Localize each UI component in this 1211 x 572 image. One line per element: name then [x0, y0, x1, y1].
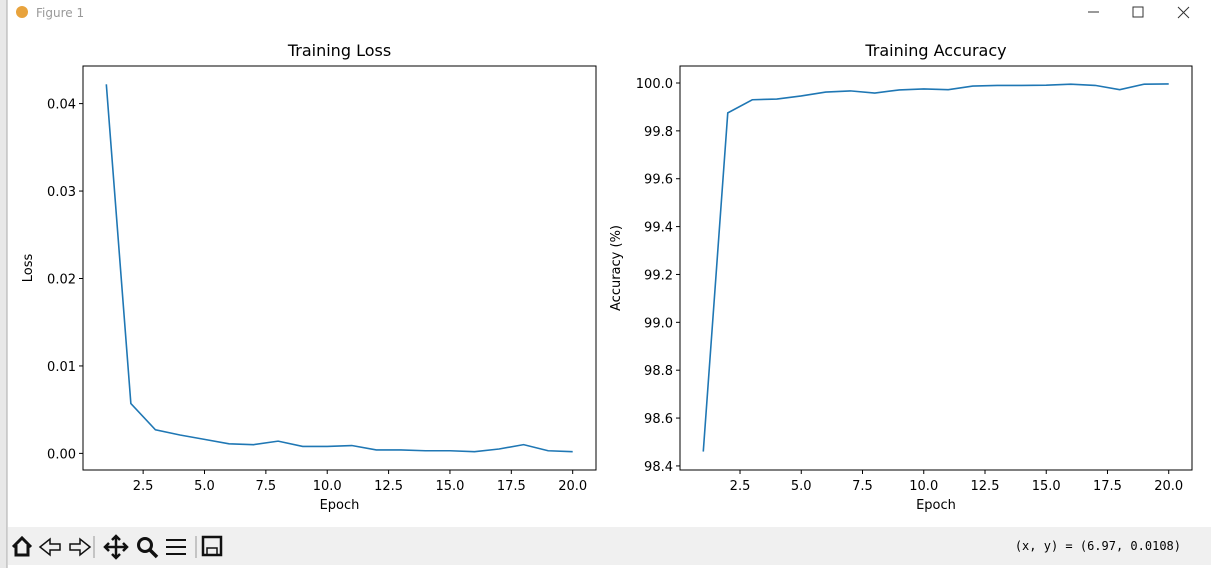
x-tick-label: 17.5 — [1093, 479, 1122, 494]
y-tick-label: 0.00 — [47, 447, 76, 462]
x-tick-label: 15.0 — [1032, 479, 1061, 494]
back-button[interactable] — [38, 537, 61, 557]
forward-button[interactable] — [69, 537, 92, 557]
y-tick-label: 98.8 — [644, 364, 673, 379]
y-tick-label: 100.0 — [636, 77, 673, 92]
zoom-button[interactable] — [137, 537, 153, 553]
x-axis-label: Epoch — [320, 498, 360, 513]
x-tick-label: 10.0 — [909, 479, 938, 494]
configure-button[interactable] — [166, 539, 186, 555]
y-tick-label: 0.02 — [47, 272, 76, 287]
y-tick-label: 98.4 — [644, 460, 673, 475]
chart-title: Training Accuracy — [864, 41, 1006, 60]
y-tick-label: 0.04 — [47, 98, 76, 113]
axes-frame — [82, 65, 597, 471]
save-icon-part — [206, 547, 218, 556]
background-app — [0, 0, 7, 568]
x-tick-label: 15.0 — [435, 479, 464, 494]
maximize-button[interactable] — [1132, 6, 1144, 18]
y-axis-label: Loss — [21, 254, 36, 283]
x-tick-label: 2.5 — [133, 479, 154, 494]
x-axis-label: Epoch — [916, 498, 956, 513]
y-tick-label: 98.6 — [644, 412, 673, 427]
x-tick-label: 17.5 — [497, 479, 526, 494]
toolbar — [8, 527, 1211, 565]
window-title: Figure 1 — [36, 6, 84, 20]
x-tick-label: 20.0 — [1154, 479, 1183, 494]
x-tick-label: 7.5 — [256, 479, 277, 494]
home-button[interactable] — [11, 535, 33, 557]
loss-line — [105, 84, 573, 453]
y-tick-label: 99.6 — [644, 173, 673, 188]
y-tick-label: 0.01 — [47, 360, 76, 375]
chart-title: Training Loss — [287, 41, 391, 60]
axes-frame — [679, 65, 1193, 471]
loss-line — [702, 83, 1169, 452]
x-tick-label: 7.5 — [852, 479, 873, 494]
y-tick-label: 0.03 — [47, 185, 76, 200]
pan-button[interactable] — [103, 534, 129, 560]
y-tick-label: 99.4 — [644, 221, 673, 236]
app-icon — [16, 6, 28, 18]
close-button[interactable] — [1177, 6, 1190, 19]
x-tick-label: 20.0 — [558, 479, 587, 494]
y-tick-label: 99.0 — [644, 316, 673, 331]
x-tick-label: 12.5 — [971, 479, 1000, 494]
y-axis-label: Accuracy (%) — [609, 225, 624, 311]
x-tick-label: 5.0 — [194, 479, 215, 494]
x-tick-label: 5.0 — [791, 479, 812, 494]
x-tick-label: 10.0 — [313, 479, 342, 494]
toolbar-icons — [11, 534, 223, 560]
cursor-status: (x, y) = (6.97, 0.0108) — [1015, 539, 1181, 553]
x-tick-label: 12.5 — [374, 479, 403, 494]
y-tick-label: 99.2 — [644, 268, 673, 283]
title-bar: Figure 1 — [16, 6, 1190, 20]
zoom-handle — [148, 548, 159, 559]
y-tick-label: 99.8 — [644, 125, 673, 140]
x-tick-label: 2.5 — [730, 479, 751, 494]
